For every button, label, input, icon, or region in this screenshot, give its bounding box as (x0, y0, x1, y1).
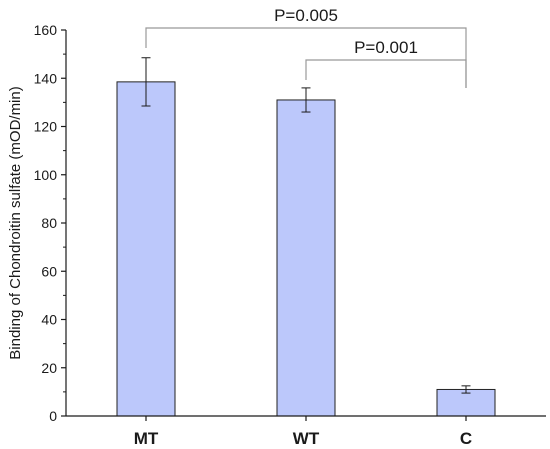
bar-wt (276, 99, 336, 417)
y-tick-label: 40 (41, 312, 57, 328)
x-axis: MT WT C (66, 415, 546, 448)
bar-mt (116, 81, 176, 417)
significance-bracket (145, 27, 467, 88)
y-tick-label: 80 (41, 215, 57, 231)
significance-bracket (305, 59, 467, 88)
x-tick-label-mt: MT (134, 429, 159, 448)
y-tick-label: 100 (34, 167, 58, 183)
y-tick-label: 160 (34, 22, 58, 38)
bars (116, 81, 496, 417)
y-tick-label: 120 (34, 119, 58, 135)
y-tick-label: 60 (41, 263, 57, 279)
p-value-label: P=0.001 (354, 38, 418, 57)
y-tick-label: 0 (49, 408, 57, 424)
error-bars (141, 57, 471, 394)
y-tick-label: 20 (41, 360, 57, 376)
p-value-label: P=0.005 (274, 6, 338, 25)
y-axis-label: Binding of Chondroitin sulfate (mOD/min) (7, 86, 24, 359)
y-tick-label: 140 (34, 70, 58, 86)
significance-annotations: P=0.005 P=0.001 (145, 6, 467, 88)
y-axis: 0 20 40 60 80 100 120 140 160 (34, 22, 67, 424)
x-tick-label-c: C (460, 429, 472, 448)
x-tick-label-wt: WT (293, 429, 320, 448)
